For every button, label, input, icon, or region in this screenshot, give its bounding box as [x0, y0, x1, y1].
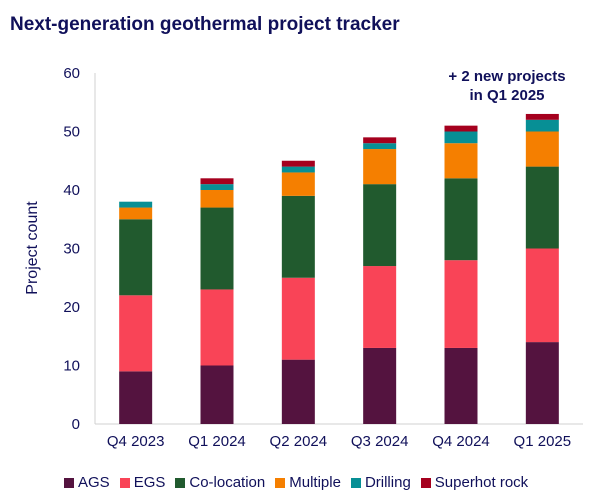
- legend-label: AGS: [78, 474, 110, 491]
- x-tick-label: Q4 2023: [107, 433, 165, 450]
- bar-segment-ags: [444, 347, 478, 424]
- y-axis-label: Project count: [24, 201, 41, 295]
- bar-segment-multiple: [119, 207, 153, 220]
- bar-segment-superhot-rock: [525, 113, 559, 120]
- bar-segment-drilling: [363, 143, 397, 150]
- bar-segment-ags: [200, 365, 234, 424]
- bar-segment-multiple: [525, 131, 559, 167]
- bar-segment-co-location: [444, 178, 478, 261]
- chart-title: Next-generation geothermal project track…: [10, 14, 400, 35]
- bar-segment-superhot-rock: [363, 137, 397, 144]
- x-tick-label: Q1 2025: [514, 433, 572, 450]
- bar-segment-superhot-rock: [444, 125, 478, 132]
- legend-swatch: [64, 477, 74, 488]
- bar-segment-co-location: [363, 184, 397, 267]
- legend-item: AGS: [64, 474, 110, 491]
- bar-segment-egs: [363, 266, 397, 348]
- x-tick-label: Q2 2024: [270, 433, 328, 450]
- x-tick-label: Q3 2024: [351, 433, 409, 450]
- bar-segment-drilling: [281, 166, 315, 173]
- bar-segment-egs: [444, 260, 478, 348]
- bar-segment-egs: [281, 277, 315, 360]
- legend-swatch: [119, 477, 130, 488]
- legend-item: Superhot rock: [420, 474, 529, 491]
- legend-label: Co-location: [189, 474, 266, 491]
- bar-segment-ags: [281, 359, 315, 424]
- bar-segment-ags: [119, 371, 153, 424]
- y-tick-label: 0: [72, 416, 80, 433]
- legend-label: Multiple: [289, 474, 341, 491]
- x-tick-label: Q4 2024: [432, 433, 490, 450]
- bar-segment-egs: [200, 289, 234, 366]
- bar-segment-co-location: [281, 195, 315, 278]
- y-tick-label: 40: [63, 182, 80, 199]
- bar-segment-multiple: [200, 190, 234, 208]
- y-tick-label: 50: [63, 124, 80, 141]
- legend-item: Co-location: [175, 474, 265, 491]
- legend-item: Multiple: [275, 474, 341, 491]
- bar-segment-superhot-rock: [200, 178, 234, 185]
- bar-segment-drilling: [525, 119, 559, 132]
- legend-swatch: [350, 477, 361, 488]
- bar-segment-co-location: [200, 207, 234, 290]
- legend-item: Drilling: [350, 474, 411, 491]
- bar-segment-co-location: [119, 219, 153, 296]
- legend-label: Drilling: [364, 474, 411, 491]
- bar-segment-multiple: [363, 149, 397, 185]
- legend: AGS EGS Co-location Multiple Drilling Superho…: [64, 474, 528, 491]
- bar-segment-egs: [525, 248, 559, 343]
- annotation-line-2: in Q1 2025: [469, 87, 545, 104]
- bar-segment-drilling: [119, 201, 153, 208]
- legend-swatch: [275, 477, 286, 488]
- bar-segment-ags: [363, 347, 397, 424]
- legend-label: Superhot rock: [434, 474, 529, 491]
- legend-swatch: [420, 477, 431, 488]
- bar-segment-drilling: [444, 131, 478, 144]
- x-tick-label: Q1 2024: [188, 433, 246, 450]
- bar-segment-multiple: [444, 143, 478, 179]
- annotation-line-1: + 2 new projects: [448, 68, 566, 85]
- legend-swatch: [175, 477, 186, 488]
- y-tick-label: 60: [63, 65, 80, 82]
- bar-segment-drilling: [200, 184, 234, 190]
- y-tick-label: 20: [63, 299, 80, 316]
- y-tick-label: 10: [63, 358, 80, 375]
- y-tick-label: 30: [63, 241, 80, 258]
- bar-segment-co-location: [525, 166, 559, 249]
- bar-segment-egs: [119, 295, 153, 372]
- bar-segment-multiple: [281, 172, 315, 196]
- legend-label: EGS: [133, 474, 166, 491]
- annotation: + 2 new projects in Q1 2025: [432, 67, 582, 105]
- bar-segment-ags: [525, 342, 559, 424]
- bar-segment-superhot-rock: [281, 160, 315, 167]
- legend-item: EGS: [119, 474, 166, 491]
